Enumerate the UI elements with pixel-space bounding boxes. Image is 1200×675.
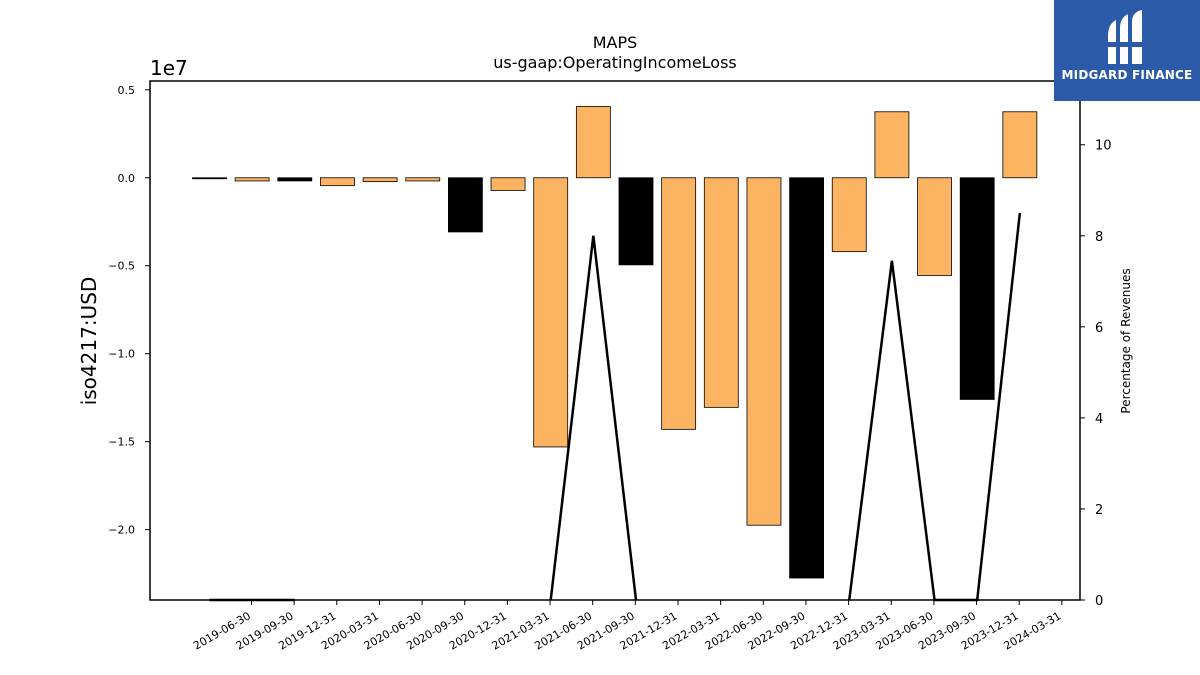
logo-text: MIDGARD FINANCE — [1061, 68, 1193, 82]
y-tick-label: −1.0 — [108, 348, 135, 361]
y2-tick-label: 10 — [1095, 139, 1112, 154]
plot-frame — [149, 80, 1081, 601]
y-axis-label: iso4217:USD — [77, 277, 101, 406]
chart-title: MAPS — [593, 33, 638, 52]
y2-tick-label: 0 — [1095, 594, 1103, 609]
bar-2019-06-30 — [192, 177, 227, 180]
y2-tick-label: 6 — [1095, 321, 1103, 336]
bar-2022-06-30 — [703, 177, 739, 408]
bar-2023-06-30 — [874, 111, 910, 179]
bar-2021-06-30 — [533, 177, 569, 448]
bar-2019-12-31 — [277, 177, 313, 182]
y2-tick-label: 4 — [1095, 412, 1103, 427]
bar-2022-09-30 — [746, 177, 782, 526]
bar-2023-12-31 — [959, 177, 995, 400]
y2-tick-label: 8 — [1095, 230, 1103, 245]
bar-2021-03-31 — [490, 177, 526, 191]
bar-2020-09-30 — [405, 177, 441, 182]
bar-2019-09-30 — [234, 177, 270, 182]
bar-2020-03-31 — [320, 177, 355, 187]
y-tick-label: −2.0 — [108, 524, 135, 537]
y-tick-label: −1.5 — [108, 436, 135, 449]
bar-2024-03-31 — [1002, 111, 1038, 179]
y-tick-label: 0.5 — [118, 84, 136, 97]
y2-tick-label: 2 — [1095, 503, 1103, 518]
y-offset-label: 1e7 — [150, 56, 188, 80]
bar-2022-03-31 — [661, 177, 697, 430]
y2-axis-label: Percentage of Revenues — [1119, 268, 1133, 413]
chart-subtitle: us-gaap:OperatingIncomeLoss — [493, 53, 737, 72]
midgard-finance-logo: MIDGARD FINANCE — [1054, 0, 1200, 101]
bar-2022-12-31 — [789, 177, 824, 579]
stylized-m-icon — [1106, 10, 1144, 64]
bar-2020-06-30 — [362, 177, 398, 183]
percentage-line-segment — [549, 235, 638, 601]
y-tick-label: 0.0 — [118, 172, 136, 185]
bar-2021-12-31 — [618, 177, 654, 266]
bar-2021-09-30 — [575, 106, 611, 179]
bar-2023-09-30 — [917, 177, 952, 276]
y-tick-label: −0.5 — [108, 260, 135, 273]
bar-2023-03-31 — [831, 177, 867, 253]
bar-2020-12-31 — [447, 177, 483, 233]
